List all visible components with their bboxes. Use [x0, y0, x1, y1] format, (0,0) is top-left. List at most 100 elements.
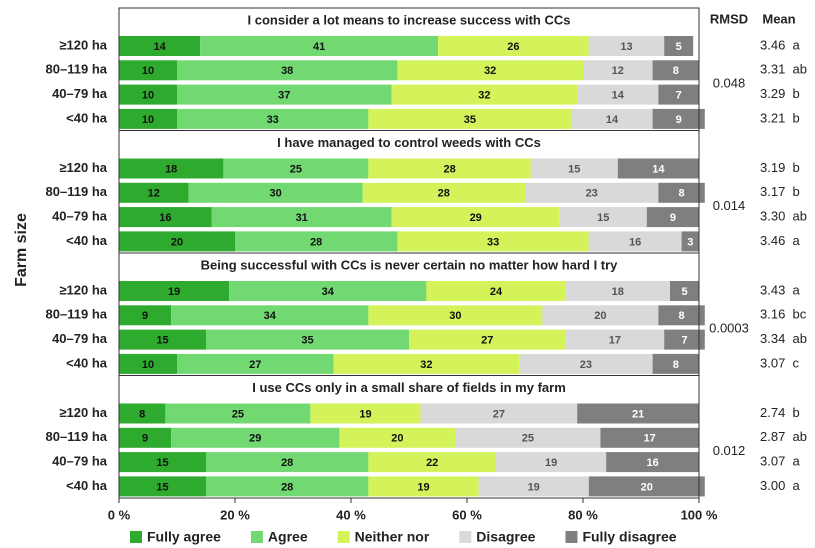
value-label: 28 [281, 481, 293, 493]
value-label: 7 [681, 335, 687, 347]
value-label: 15 [597, 212, 609, 224]
rmsd-header: RMSD [710, 11, 748, 26]
panel-title: I have managed to control weeds with CCs [277, 135, 541, 150]
mean-label: 3.16 bc [760, 307, 807, 322]
value-label: 33 [487, 236, 499, 248]
bar-segment [606, 452, 699, 473]
bar-segment [339, 427, 456, 448]
panel-title: I consider a lot means to increase succe… [248, 12, 571, 27]
x-tick-label: 80 % [568, 507, 598, 522]
bar-segment [670, 281, 699, 301]
bar-segment [119, 329, 206, 350]
category-label: 80–119 ha [46, 307, 108, 322]
value-label: 15 [156, 481, 168, 493]
mean-label: 3.46 a [760, 233, 801, 248]
bar-segment [206, 452, 369, 473]
category-label: 40–79 ha [52, 454, 108, 469]
legend-swatch [337, 531, 350, 543]
bar-segment [177, 108, 369, 129]
bar-segment [397, 60, 583, 81]
bar-segment [391, 207, 560, 228]
bar-segment [681, 231, 699, 252]
bar-segment [333, 353, 520, 374]
x-tick-label: 40 % [336, 507, 366, 522]
mean-label: 3.34 ab [760, 331, 807, 346]
bar-segment [206, 329, 409, 350]
bar-segment [420, 403, 578, 424]
category-label: <40 ha [66, 110, 108, 125]
bar-segment [571, 108, 653, 129]
rmsd-value: 0.012 [713, 443, 746, 458]
value-label: 8 [673, 65, 679, 77]
bar-segment [171, 427, 340, 448]
category-label: 80–119 ha [46, 429, 108, 444]
bar-segment [119, 427, 172, 448]
value-label: 41 [313, 41, 325, 53]
value-label: 20 [641, 481, 653, 493]
value-label: 21 [632, 408, 644, 420]
bar-segment [658, 84, 699, 105]
value-label: 25 [522, 433, 534, 445]
x-tick-label: 60 % [452, 507, 482, 522]
value-label: 16 [646, 457, 658, 469]
mean-label: 3.43 a [760, 282, 801, 297]
value-label: 22 [426, 457, 438, 469]
bar-segment [664, 329, 705, 350]
value-label: 18 [165, 163, 177, 175]
value-label: 28 [438, 188, 450, 200]
value-label: 19 [168, 286, 180, 298]
bar-segment [310, 403, 421, 424]
value-label: 8 [679, 310, 685, 322]
value-label: 14 [612, 90, 625, 102]
value-label: 25 [290, 163, 302, 175]
bar-segment [530, 158, 618, 179]
bar-segment [171, 305, 369, 326]
value-label: 28 [310, 236, 322, 248]
mean-label: 3.30 ab [760, 209, 807, 224]
bar-segment [119, 182, 189, 203]
value-label: 16 [159, 212, 171, 224]
bar-segment [397, 231, 589, 252]
panel-title: I use CCs only in a small share of field… [252, 380, 566, 395]
bar-segment [211, 207, 392, 228]
bar-segment [368, 452, 496, 473]
mean-label: 3.07 a [760, 454, 801, 469]
mean-label: 2.74 b [760, 405, 800, 420]
bar-segment [223, 158, 369, 179]
legend-label: Neither nor [355, 529, 430, 545]
mean-label: 3.19 b [760, 160, 800, 175]
category-label: ≥120 ha [59, 405, 107, 420]
bar-segment [177, 353, 334, 374]
value-label: 12 [148, 188, 160, 200]
value-label: 33 [267, 114, 279, 126]
category-label: <40 ha [66, 233, 108, 248]
value-label: 38 [281, 65, 293, 77]
bar-segment [652, 108, 705, 129]
value-label: 3 [687, 236, 693, 248]
bar-segment [235, 231, 398, 252]
category-label: 80–119 ha [46, 62, 108, 77]
mean-label: 3.46 a [760, 37, 801, 52]
bar-segment [368, 476, 479, 497]
value-label: 26 [507, 41, 519, 53]
bar-segment [119, 231, 235, 252]
bar-segment [519, 353, 653, 374]
bar-segment [478, 476, 589, 497]
bar-segment [542, 305, 659, 326]
bar-segment [229, 281, 427, 301]
bar-segment [119, 281, 230, 301]
x-tick-label: 20 % [220, 507, 250, 522]
bar-segment [119, 353, 177, 374]
bar-segment [119, 60, 177, 81]
bar-segment [438, 36, 589, 56]
value-label: 19 [528, 481, 540, 493]
value-label: 32 [484, 65, 496, 77]
value-label: 35 [464, 114, 476, 126]
value-label: 15 [156, 335, 168, 347]
category-label: 40–79 ha [52, 331, 108, 346]
value-label: 9 [142, 310, 148, 322]
category-label: ≥120 ha [59, 160, 107, 175]
value-label: 9 [142, 433, 148, 445]
value-label: 27 [493, 408, 505, 420]
value-label: 18 [612, 286, 624, 298]
